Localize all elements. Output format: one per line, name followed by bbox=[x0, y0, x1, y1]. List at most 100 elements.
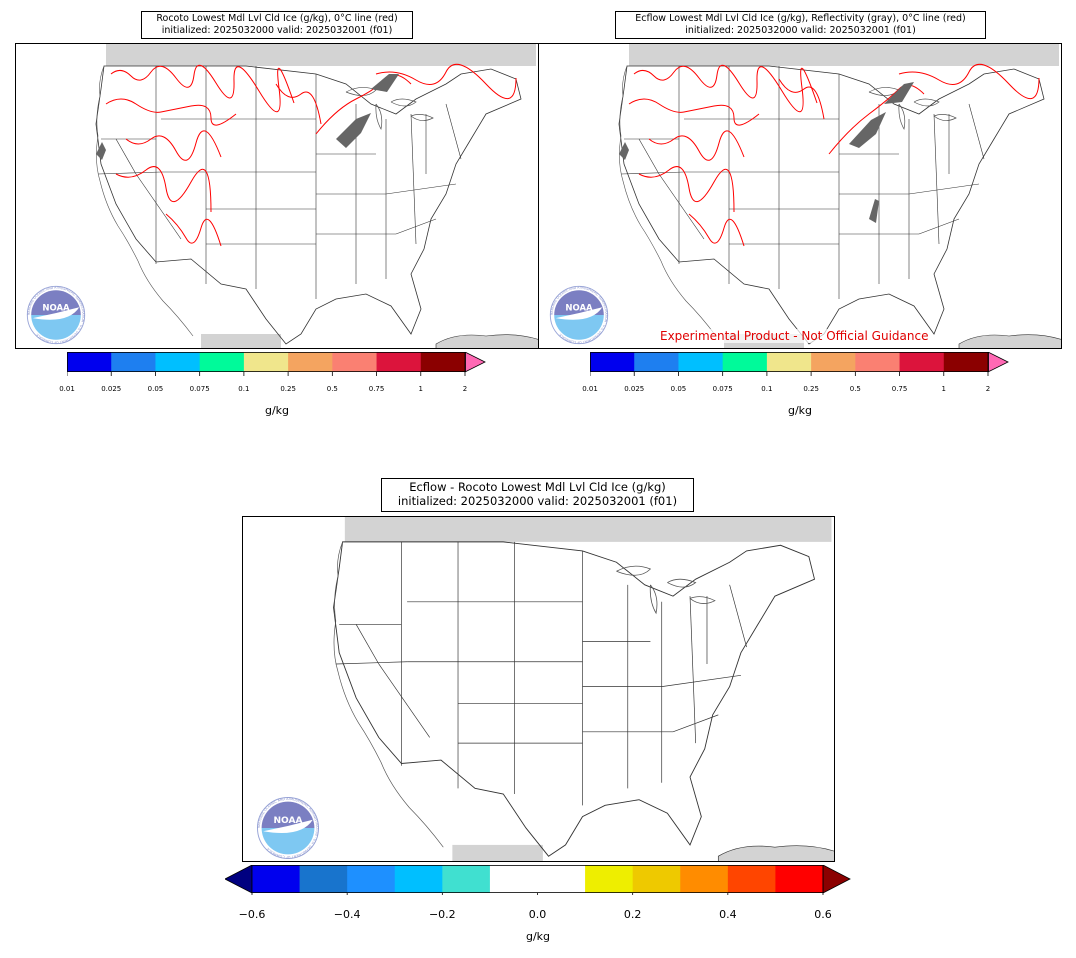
colorbar-tick-label: 0.2 bbox=[623, 908, 642, 921]
colorbar-tick-label: 0.025 bbox=[624, 385, 645, 393]
colorbar-tick-label: 0.075 bbox=[189, 385, 210, 393]
canada-mask bbox=[344, 517, 832, 542]
ecflow-noaa-logo: NOAA NATIONAL OCEANIC AND ATMOSPHERIC ADM… bbox=[543, 284, 615, 346]
colorbar-tick-label: 0.01 bbox=[59, 385, 75, 393]
state-line bbox=[378, 663, 431, 738]
colorbar-segment bbox=[199, 352, 245, 372]
diff-map-canvas bbox=[333, 517, 834, 861]
noaa-sea bbox=[31, 315, 81, 340]
ecflow-colorbar-ticks: 0.01 0.025 0.05 0.075 0.1 0.25 0.5 0.75 1 2 bbox=[0, 385, 1076, 397]
ecflow-title: Ecflow Lowest Mdl Lvl Cld Ice (g/kg), Re… bbox=[615, 11, 986, 39]
state-line bbox=[115, 138, 137, 175]
colorbar-tick-label: 0.25 bbox=[803, 385, 819, 393]
colorbar-tick-label: 0.5 bbox=[326, 385, 338, 393]
state-line bbox=[672, 714, 719, 733]
noaa-logo-text: NOAA bbox=[42, 303, 70, 313]
noaa-logo-text: NOAA bbox=[273, 816, 302, 826]
colorbar-segment bbox=[299, 865, 348, 893]
rocoto-freezing-line bbox=[105, 63, 517, 247]
rocoto-title-line1: Rocoto Lowest Mdl Lvl Cld Ice (g/kg), 0°… bbox=[156, 13, 398, 24]
colorbar-segment bbox=[899, 352, 945, 372]
rocoto-map: NOAA NATIONAL OCEANIC AND ATMOSPHERIC ADM… bbox=[15, 43, 539, 349]
colorbar-segment bbox=[775, 865, 824, 893]
noaa-logo-text: NOAA bbox=[565, 303, 593, 313]
colorbar-tick-label: 0.75 bbox=[368, 385, 385, 393]
ecflow-watermark: Experimental Product - Not Official Guid… bbox=[658, 329, 931, 343]
diff-title-line1: Ecflow - Rocoto Lowest Mdl Lvl Cld Ice (… bbox=[409, 480, 666, 494]
colorbar-extend-max bbox=[987, 351, 1009, 373]
colorbar-tick-label: 0.01 bbox=[582, 385, 598, 393]
colorbar-segment bbox=[347, 865, 396, 893]
state-line bbox=[661, 674, 741, 687]
great-lakes bbox=[345, 87, 434, 130]
colorbar-segment bbox=[67, 352, 112, 372]
rocoto-colorbar-svg bbox=[66, 351, 486, 376]
noaa-sky bbox=[554, 290, 604, 315]
state-line bbox=[908, 183, 980, 195]
colorbar-extend-min bbox=[224, 864, 253, 894]
colorbar-segment bbox=[943, 352, 989, 372]
colorbar-extend-max bbox=[822, 864, 851, 894]
colorbar-outline bbox=[251, 865, 824, 893]
colorbar-segment bbox=[252, 865, 301, 893]
ecflow-title-line1: Ecflow Lowest Mdl Lvl Cld Ice (g/kg), Re… bbox=[635, 13, 966, 24]
colorbar-tick-label: 0.075 bbox=[712, 385, 733, 393]
noaa-sky bbox=[31, 290, 81, 315]
state-line bbox=[689, 596, 697, 744]
colorbar-segment bbox=[332, 352, 378, 372]
us-outline bbox=[618, 65, 1045, 345]
state-line bbox=[395, 218, 437, 235]
colorbar-segment bbox=[722, 352, 768, 372]
colorbar-extend-max bbox=[464, 351, 486, 373]
colorbar-segment bbox=[855, 352, 901, 372]
mexico-mask bbox=[452, 844, 543, 861]
rocoto-title-line2: initialized: 2025032000 valid: 202503200… bbox=[161, 24, 393, 36]
colorbar-segment bbox=[394, 865, 443, 893]
state-line bbox=[445, 103, 462, 160]
state-line bbox=[97, 171, 162, 175]
great-lakes bbox=[868, 87, 957, 130]
cuba-landmass bbox=[435, 334, 538, 348]
great-lakes bbox=[616, 565, 716, 615]
colorbar-tick-label: −0.6 bbox=[238, 908, 266, 921]
colorbar-segment bbox=[680, 865, 729, 893]
ecflow-title-line2: initialized: 2025032000 valid: 202503200… bbox=[685, 24, 916, 36]
noaa-sea bbox=[261, 828, 315, 855]
state-line bbox=[620, 171, 685, 175]
state-line bbox=[135, 173, 182, 240]
colorbar-tick-label: 0.4 bbox=[719, 908, 737, 921]
rocoto-colorbar-unit: g/kg bbox=[264, 404, 290, 417]
colorbar-segment bbox=[489, 865, 538, 893]
colorbar-tick-label: 2 bbox=[985, 385, 991, 393]
rocoto-colorbar-ticks: 0.01 0.025 0.05 0.075 0.1 0.25 0.5 0.75 1 2 bbox=[0, 385, 1076, 397]
colorbar-tick-label: 0.6 bbox=[814, 908, 832, 921]
diff-map: NOAA NATIONAL OCEANIC AND ATMOSPHERIC ADM… bbox=[242, 516, 835, 862]
diff-colorbar-svg bbox=[224, 864, 851, 896]
colorbar-tick-label: −0.4 bbox=[333, 908, 361, 921]
state-line bbox=[638, 138, 660, 175]
rocoto-title: Rocoto Lowest Mdl Lvl Cld Ice (g/kg), 0°… bbox=[141, 11, 413, 39]
diff-colorbar-ticks: −0.6 −0.4 −0.2 0.0 0.2 0.4 0.6 bbox=[0, 908, 1076, 922]
ecflow-map: NOAA NATIONAL OCEANIC AND ATMOSPHERIC ADM… bbox=[538, 43, 1062, 349]
ecflow-colorbar bbox=[589, 351, 1010, 376]
colorbar-tick-label: 0.25 bbox=[280, 385, 296, 393]
state-line bbox=[410, 113, 417, 245]
noaa-gull bbox=[263, 819, 313, 834]
noaa-gull bbox=[555, 307, 603, 320]
diff-title-line2: initialized: 2025032000 valid: 202503200… bbox=[397, 494, 678, 509]
colorbar-tick-label: −0.2 bbox=[428, 908, 456, 921]
cuba-landmass bbox=[958, 334, 1061, 348]
ecflow-colorbar-svg bbox=[589, 351, 1009, 376]
colorbar-segment bbox=[537, 865, 586, 893]
west-coast bbox=[619, 65, 717, 337]
diff-colorbar bbox=[224, 864, 853, 896]
colorbar-tick-label: 1 bbox=[418, 385, 423, 393]
noaa-gull bbox=[32, 307, 80, 320]
colorbar-tick-label: 0.5 bbox=[849, 385, 861, 393]
colorbar-segment bbox=[590, 352, 635, 372]
diff-noaa-logo: NOAA NATIONAL OCEANIC AND ATMOSPHERIC ADM… bbox=[247, 795, 329, 861]
state-line bbox=[335, 661, 408, 665]
mexico-mask bbox=[201, 334, 281, 348]
state-line bbox=[385, 183, 457, 195]
